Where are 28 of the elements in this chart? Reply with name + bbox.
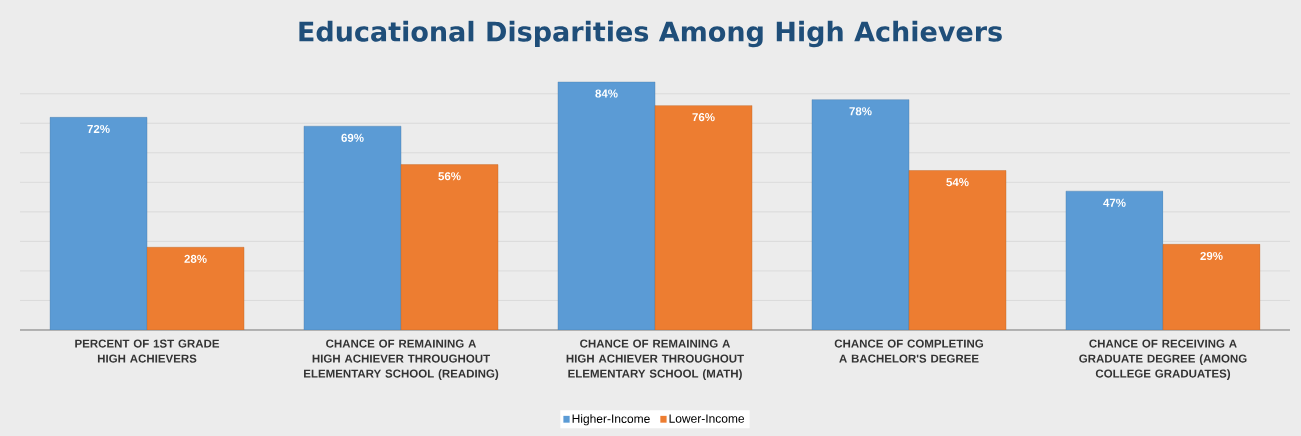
bar <box>654 105 753 330</box>
data-label: 69% <box>341 133 364 142</box>
x-tick-label: CHANCE OF REMAINING A HIGH ACHIEVER THROUGHOUT ELEMENTARY SCHOOL (READING) <box>304 339 499 380</box>
bar <box>908 170 1007 330</box>
bar <box>49 117 148 330</box>
legend-label: Lower-Income <box>669 414 745 423</box>
data-label: 56% <box>438 172 461 181</box>
chart-title: Educational Disparities Among High Achievers <box>299 20 1002 48</box>
data-label: 47% <box>1103 198 1126 207</box>
data-label: 72% <box>87 124 110 134</box>
bar <box>146 247 245 330</box>
data-label: 29% <box>1200 251 1223 261</box>
data-label: 76% <box>692 113 715 122</box>
x-tick-label: CHANCE OF COMPLETING A BACHELOR'S DEGREE <box>834 339 984 363</box>
data-label: 78% <box>849 107 872 116</box>
x-tick-label: CHANCE OF REMAINING A HIGH ACHIEVER THROUGHOUT ELEMENTARY SCHOOL (MATH) <box>566 339 744 380</box>
data-label: 84% <box>595 89 618 98</box>
data-label: 28% <box>184 254 207 263</box>
bar <box>811 99 910 330</box>
data-label: 54% <box>946 178 969 187</box>
x-tick-label: PERCENT OF 1ST GRADE HIGH ACHIEVERS <box>75 339 220 363</box>
legend-label: Higher-Income <box>572 414 650 426</box>
bar <box>557 81 656 330</box>
bar <box>400 164 499 330</box>
bar <box>1065 190 1164 330</box>
x-tick-label: CHANCE OF RECEIVING A GRADUATE DEGREE (AMONG COLLEGE GRADUATES) <box>1079 339 1247 380</box>
bar <box>1162 244 1261 330</box>
bar <box>303 126 402 330</box>
